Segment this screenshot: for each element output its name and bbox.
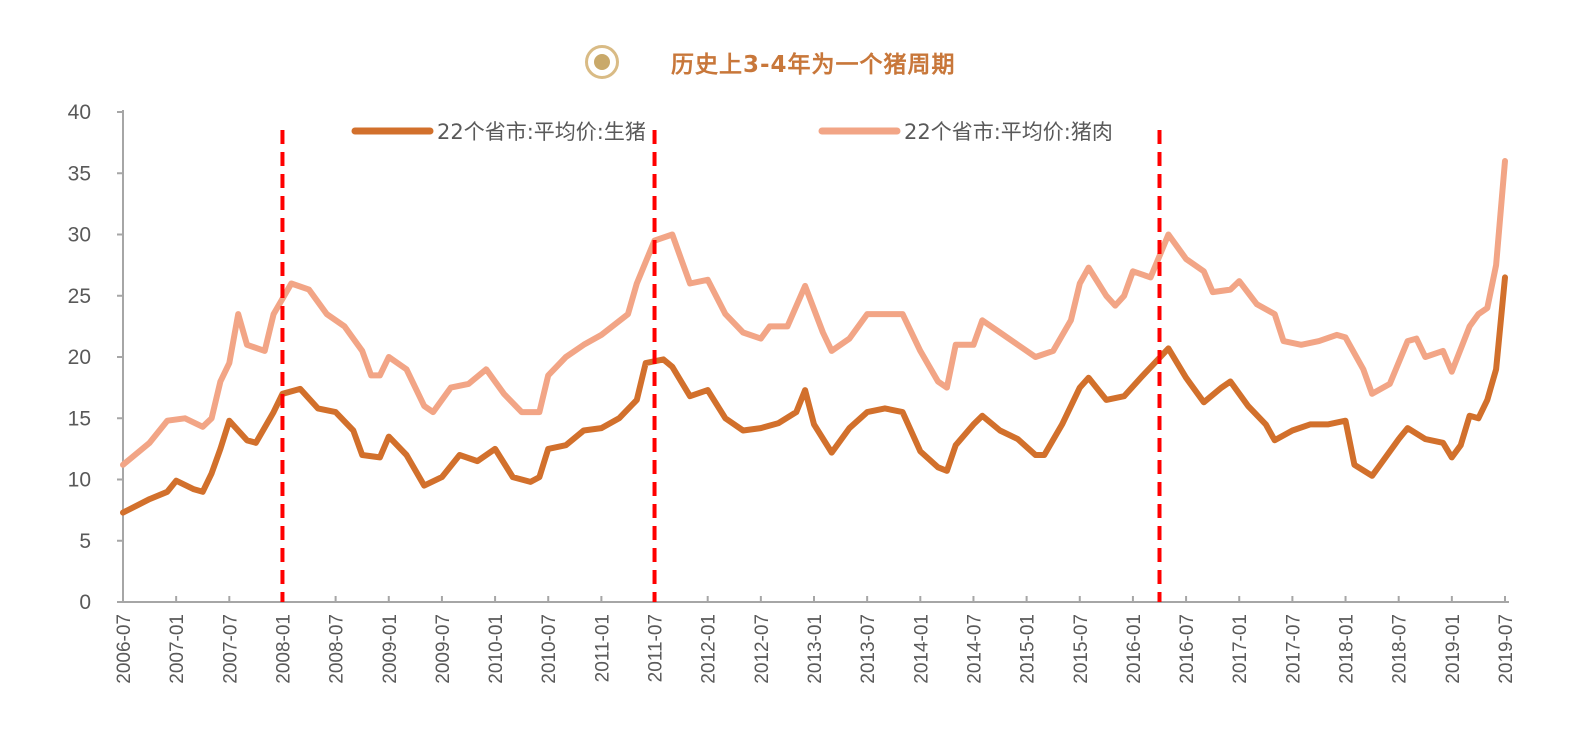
legend-label: 22个省市:平均价:猪肉 [904,120,1113,144]
x-tick-label: 2008-07 [327,614,348,684]
x-tick-label: 2017-07 [1283,614,1304,684]
legend-label: 22个省市:平均价:生猪 [437,120,646,144]
y-tick-label: 15 [68,407,91,430]
x-tick-label: 2012-07 [752,614,773,684]
x-tick-label: 2013-01 [805,614,826,684]
x-tick-label: 2014-07 [964,614,985,684]
cycle-markers [280,130,1162,602]
x-tick-label: 2006-07 [114,614,135,684]
x-tick-label: 2009-07 [433,614,454,684]
x-tick-label: 2015-07 [1071,614,1092,684]
x-tick-label: 2011-07 [646,614,667,682]
series-lines [120,158,1508,516]
x-tick-label: 2016-01 [1124,614,1145,684]
x-tick-label: 2018-01 [1337,614,1358,684]
x-tick-label: 2019-07 [1496,614,1517,684]
legend: 22个省市:平均价:生猪 22个省市:平均价:猪肉 [351,120,1113,144]
x-tick-label: 2019-01 [1443,614,1464,684]
y-tick-label: 0 [79,591,91,614]
series-line [120,158,1508,468]
x-tick-label: 2008-01 [273,614,294,684]
x-tick-label: 2007-01 [167,614,188,684]
x-tick-label: 2011-01 [592,614,613,682]
y-tick-label: 20 [68,346,91,369]
x-tick-label: 2013-07 [858,614,879,684]
target-circle-icon [585,45,619,79]
y-tick-label: 30 [68,224,91,247]
x-tick-label: 2016-07 [1177,614,1198,684]
y-tick-label: 25 [68,285,91,308]
x-tick-label: 2010-01 [486,614,507,684]
x-tick-label: 2012-01 [699,614,720,684]
x-tick-label: 2017-01 [1230,614,1251,684]
chart-title-block: 历史上3-4年为一个猪周期 [585,42,956,82]
x-tick-label: 2018-07 [1390,614,1411,684]
x-tick-label: 2010-07 [539,614,560,684]
y-tick-label: 5 [79,530,91,553]
x-tick-label: 2007-07 [220,614,241,684]
y-tick-label: 40 [68,101,91,124]
series-line [120,274,1508,516]
x-tick-label: 2014-01 [911,614,932,684]
chart-title: 历史上3-4年为一个猪周期 [671,52,956,78]
x-tick-label: 2009-01 [380,614,401,684]
y-tick-label: 35 [68,162,91,185]
x-tick-label: 2015-01 [1018,614,1039,684]
axes: 0 5 10 15 20 25 30 35 40 2006-07 2007-01 2007-07 200… [68,101,1517,684]
y-tick-label: 10 [68,469,91,492]
